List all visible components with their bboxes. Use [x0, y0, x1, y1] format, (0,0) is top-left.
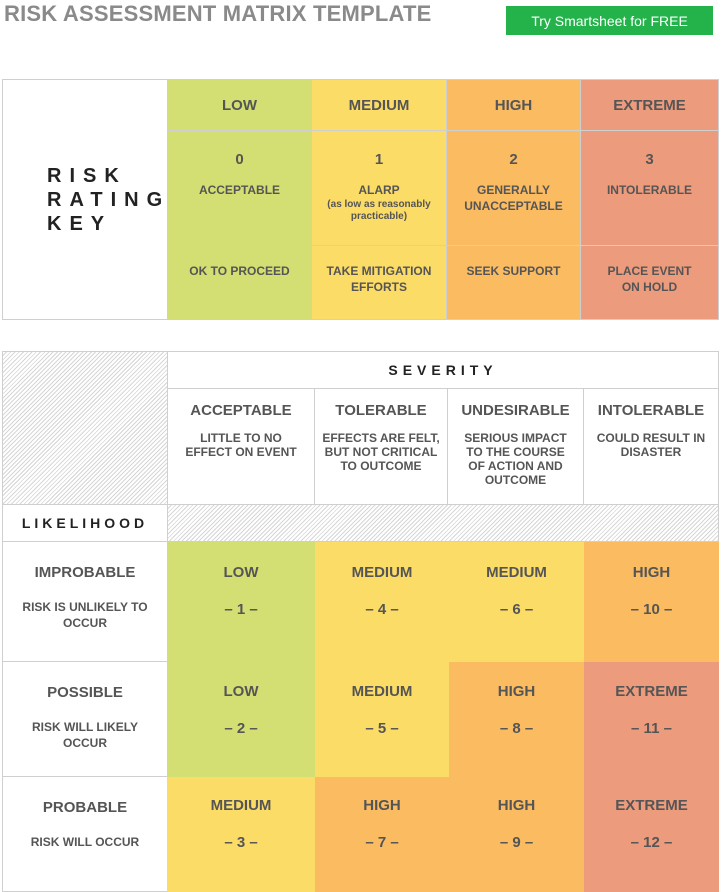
cell-number: – 9 – [499, 834, 534, 851]
likelihood-desc: RISK WILL OCCUR [30, 835, 140, 849]
key-description: GENERALLY UNACCEPTABLE [464, 183, 563, 213]
cell-level: MEDIUM [210, 797, 272, 814]
cell-level: HIGH [632, 564, 671, 581]
page-title: RISK ASSESSMENT MATRIX TEMPLATE [4, 1, 432, 26]
key-action-low: OK TO PROCEED [167, 245, 312, 320]
matrix-cell: MEDIUM – 6 – [449, 542, 584, 662]
risk-rating-key-label: RISK RATING KEY [2, 79, 168, 320]
matrix-cell: EXTREME – 11 – [584, 662, 719, 777]
cell-level: HIGH [497, 797, 536, 814]
key-description: ALARP [358, 183, 400, 197]
key-action-high: SEEK SUPPORT [446, 245, 581, 320]
matrix-cell: HIGH – 7 – [315, 777, 449, 892]
severity-col-undesirable: UNDESIRABLE SERIOUS IMPACT TO THE COURSE… [447, 388, 584, 505]
matrix-cell: MEDIUM – 4 – [315, 542, 449, 662]
key-description-medium: 1 ALARP (as low as reasonably practicabl… [311, 130, 447, 246]
severity-name: ACCEPTABLE [190, 402, 292, 419]
likelihood-desc: RISK WILL LIKELY OCCUR [31, 720, 138, 750]
cell-number: – 3 – [224, 834, 258, 851]
severity-col-intolerable: INTOLERABLE COULD RESULT IN DISASTER [583, 388, 719, 505]
severity-name: UNDESIRABLE [461, 402, 570, 419]
matrix-cell: MEDIUM – 3 – [167, 777, 315, 892]
severity-desc: SERIOUS IMPACT TO THE COURSE OF ACTION A… [464, 431, 567, 487]
severity-header: SEVERITY [167, 351, 719, 389]
key-action-medium: TAKE MITIGATION EFFORTS [311, 245, 447, 320]
cell-level: HIGH [363, 797, 401, 814]
key-number: 2 [509, 151, 518, 168]
matrix-cell: HIGH – 10 – [584, 542, 719, 662]
severity-desc: EFFECTS ARE FELT, BUT NOT CRITICAL TO OU… [322, 431, 440, 473]
likelihood-row-probable: PROBABLE RISK WILL OCCUR [2, 776, 168, 892]
matrix-cell: HIGH – 8 – [449, 662, 584, 777]
matrix-cell: MEDIUM – 5 – [315, 662, 449, 777]
severity-name: INTOLERABLE [597, 402, 705, 419]
likelihood-row-improbable: IMPROBABLE RISK IS UNLIKELY TO OCCUR [2, 541, 168, 662]
severity-col-tolerable: TOLERABLE EFFECTS ARE FELT, BUT NOT CRIT… [314, 388, 448, 505]
severity-col-acceptable: ACCEPTABLE LITTLE TO NO EFFECT ON EVENT [167, 388, 315, 505]
cell-level: EXTREME [615, 683, 688, 700]
cell-level: MEDIUM [351, 683, 413, 700]
key-number: 1 [374, 151, 384, 168]
key-number: 0 [235, 151, 244, 168]
likelihood-hatch-strip [167, 504, 719, 542]
matrix-cell: EXTREME – 12 – [584, 777, 719, 892]
cell-number: – 6 – [499, 601, 534, 618]
cell-level: EXTREME [615, 797, 688, 814]
matrix-cell: LOW – 1 – [167, 542, 315, 662]
cell-number: – 1 – [224, 601, 258, 618]
severity-desc: COULD RESULT IN DISASTER [596, 431, 706, 459]
key-description: ACCEPTABLE [198, 183, 281, 197]
cell-number: – 5 – [365, 720, 399, 737]
key-level-high: HIGH [446, 79, 581, 131]
key-heading-line-2: RATING [47, 188, 171, 211]
cell-number: – 4 – [365, 601, 399, 618]
likelihood-name: POSSIBLE [47, 684, 123, 701]
likelihood-row-possible: POSSIBLE RISK WILL LIKELY OCCUR [2, 661, 168, 777]
cell-number: – 12 – [630, 834, 673, 851]
cell-level: MEDIUM [486, 564, 547, 581]
matrix-corner [2, 351, 168, 505]
cell-number: – 10 – [630, 601, 673, 618]
likelihood-header: LIKELIHOOD [2, 504, 168, 542]
key-description-low: 0 ACCEPTABLE [167, 130, 312, 246]
cell-number: – 2 – [224, 720, 258, 737]
severity-desc: LITTLE TO NO EFFECT ON EVENT [185, 431, 297, 459]
key-number: 3 [645, 151, 654, 168]
key-note: (as low as reasonably practicable) [327, 199, 431, 222]
key-level-medium: MEDIUM [311, 79, 447, 131]
cell-number: – 8 – [499, 720, 534, 737]
key-description-extreme: 3 INTOLERABLE [580, 130, 719, 246]
try-smartsheet-button[interactable]: Try Smartsheet for FREE [506, 6, 713, 35]
matrix-cell: LOW – 2 – [167, 662, 315, 777]
likelihood-desc: RISK IS UNLIKELY TO OCCUR [22, 600, 148, 630]
cell-level: MEDIUM [351, 564, 413, 581]
key-description: INTOLERABLE [606, 183, 693, 197]
cell-number: – 7 – [365, 834, 399, 851]
key-level-extreme: EXTREME [580, 79, 719, 131]
cell-level: LOW [223, 564, 259, 581]
likelihood-name: PROBABLE [42, 799, 128, 816]
matrix-cell: HIGH – 9 – [449, 777, 584, 892]
key-heading-line-3: KEY [47, 212, 113, 235]
key-level-low: LOW [167, 79, 312, 131]
cell-number: – 11 – [631, 720, 672, 737]
likelihood-name: IMPROBABLE [34, 564, 136, 581]
key-description-high: 2 GENERALLY UNACCEPTABLE [446, 130, 581, 246]
cell-level: LOW [223, 683, 259, 700]
cell-level: HIGH [497, 683, 536, 700]
key-heading-line-1: RISK [47, 164, 127, 187]
severity-name: TOLERABLE [335, 402, 427, 419]
key-action-extreme: PLACE EVENT ON HOLD [580, 245, 719, 320]
